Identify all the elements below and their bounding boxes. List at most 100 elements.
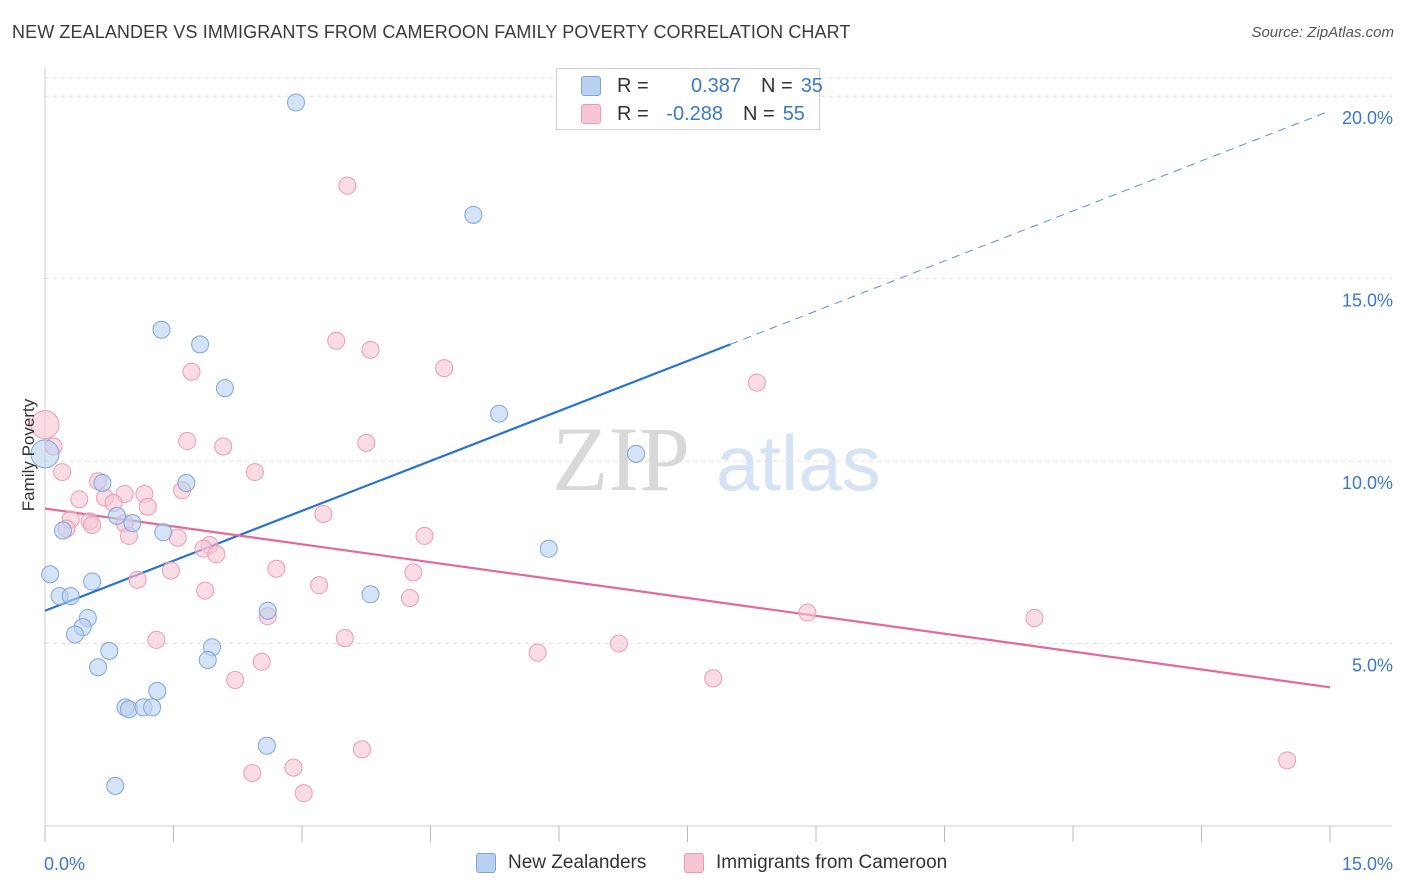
series-legend-new-zealanders: New Zealanders: [476, 852, 646, 874]
data-point: [65, 625, 84, 644]
data-point: [182, 362, 201, 381]
watermark-atlas: atlas: [716, 419, 881, 507]
data-point: [627, 444, 646, 463]
points-new-zealanders: [30, 93, 646, 795]
data-point: [357, 433, 376, 452]
data-point: [83, 515, 102, 534]
data-point: [245, 463, 264, 482]
legend-n-label: N =: [743, 102, 775, 125]
legend-r-label: R =: [617, 102, 649, 125]
data-point: [53, 463, 72, 482]
data-point: [191, 335, 210, 354]
data-point: [243, 764, 262, 783]
data-point: [327, 331, 346, 350]
data-point: [284, 758, 303, 777]
data-point: [196, 581, 215, 600]
x-tick-label: 15.0%: [1342, 854, 1393, 874]
x-tick-label: 0.0%: [44, 854, 85, 874]
y-tick-label: 20.0%: [1342, 108, 1393, 128]
data-point: [335, 629, 354, 648]
series-legend: New Zealanders Immigrants from Cameroon: [0, 852, 1406, 878]
y-tick-label: 15.0%: [1342, 291, 1393, 311]
data-point: [207, 545, 226, 564]
trend-lines: [44, 110, 1331, 689]
data-point: [148, 681, 167, 700]
data-point: [154, 523, 173, 542]
grid-lines: [45, 77, 1392, 645]
data-point: [609, 634, 628, 653]
legend-swatch-pink: [581, 104, 601, 124]
data-point: [89, 658, 108, 677]
data-point: [257, 736, 276, 755]
legend-n-value: 55: [782, 102, 805, 125]
legend-r-value: 0.387: [690, 74, 741, 97]
data-point: [178, 432, 197, 451]
trend-line-extension: [730, 110, 1331, 345]
data-point: [352, 740, 371, 759]
series-legend-label: Immigrants from Cameroon: [716, 852, 948, 873]
data-point: [107, 506, 126, 525]
legend-r-value: -0.288: [666, 102, 723, 125]
legend-swatch-pink: [684, 853, 704, 873]
data-point: [161, 561, 180, 580]
y-tick-label: 10.0%: [1342, 473, 1393, 493]
data-point: [215, 379, 234, 398]
data-point: [1025, 609, 1044, 628]
data-point: [106, 776, 125, 795]
y-tick-label: 5.0%: [1352, 656, 1393, 676]
data-point: [93, 474, 112, 493]
legend-swatch-blue: [476, 853, 496, 873]
data-point: [294, 784, 313, 803]
watermark-zip: ZIP: [552, 408, 690, 510]
data-point: [177, 474, 196, 493]
data-point: [747, 373, 766, 392]
data-point: [338, 176, 357, 195]
legend-row-cameroon: R = -0.288 N = 55: [581, 101, 805, 127]
data-point: [152, 320, 171, 339]
data-point: [528, 643, 547, 662]
data-point: [30, 439, 60, 469]
data-point: [1278, 751, 1297, 770]
data-point: [539, 539, 558, 558]
data-point: [147, 630, 166, 649]
data-point: [287, 93, 306, 112]
data-point: [464, 205, 483, 224]
data-point: [798, 603, 817, 622]
legend-row-new-zealanders: R = 0.387 N = 35: [581, 73, 823, 99]
data-point: [226, 671, 245, 690]
data-point: [310, 576, 329, 595]
data-point: [490, 404, 509, 423]
data-point: [400, 588, 419, 607]
legend-n-value: 35: [800, 74, 823, 97]
data-point: [100, 641, 119, 660]
data-point: [128, 570, 147, 589]
data-point: [138, 497, 157, 516]
data-point: [61, 587, 80, 606]
data-point: [252, 652, 271, 671]
data-point: [83, 572, 102, 591]
stats-legend: R = 0.387 N = 35 R = -0.288 N = 55: [556, 68, 823, 130]
legend-swatch-blue: [581, 76, 601, 96]
trend-line-new-zealanders: [44, 343, 731, 612]
trend-line-cameroon: [44, 507, 1331, 689]
y-axis-label: Family Poverty: [19, 398, 38, 511]
data-point: [404, 563, 423, 582]
data-point: [361, 340, 380, 359]
data-point: [30, 410, 60, 440]
data-point: [70, 490, 89, 509]
data-point: [258, 601, 277, 620]
tick-labels: 5.0% 10.0% 15.0% 20.0% 0.0% 15.0%: [44, 108, 1393, 874]
legend-r-label: R =: [617, 74, 649, 97]
data-point: [435, 359, 454, 378]
data-point: [198, 650, 217, 669]
legend-n-label: N =: [761, 74, 793, 97]
source-label: Source: ZipAtlas.com: [1251, 24, 1394, 41]
data-point: [214, 437, 233, 456]
data-point: [143, 698, 162, 717]
data-point: [123, 514, 142, 533]
data-point: [53, 521, 72, 540]
data-point: [41, 565, 60, 584]
data-point: [361, 585, 380, 604]
series-legend-cameroon: Immigrants from Cameroon: [684, 852, 947, 874]
